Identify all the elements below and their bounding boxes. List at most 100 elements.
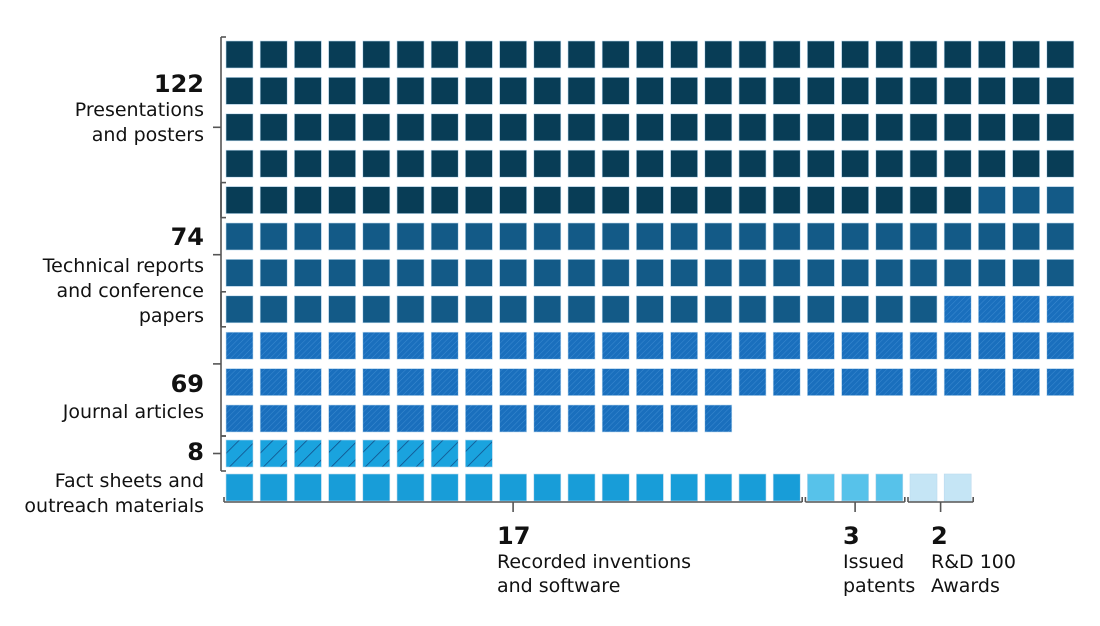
left-group-square-1 <box>259 222 288 251</box>
left-group-square-0 <box>294 149 322 178</box>
left-group-square-0 <box>807 186 835 214</box>
left-group-square-1 <box>328 222 356 251</box>
left-group-square-2 <box>738 331 767 360</box>
bottom-group-square-0 <box>533 473 562 502</box>
left-group-square-0 <box>772 113 801 142</box>
left-group-square-0 <box>396 77 425 105</box>
left-group-square-1 <box>499 259 527 287</box>
left-group-square-1 <box>978 186 1006 214</box>
left-group-square-1 <box>601 222 630 251</box>
left-group-square-1 <box>465 259 493 287</box>
left-group-square-2 <box>670 368 698 396</box>
left-group-square-1 <box>875 259 904 287</box>
left-group-square-2 <box>396 331 425 360</box>
left-group-square-2 <box>601 368 630 396</box>
left-group-square-2 <box>328 404 356 433</box>
left-group-square-3 <box>259 439 288 468</box>
left-group-square-0 <box>396 186 425 214</box>
left-group-square-0 <box>772 186 801 214</box>
left-group-square-1 <box>943 259 972 287</box>
left-group-square-2 <box>328 368 356 396</box>
left-group-square-2 <box>875 368 904 396</box>
bottom-group-square-0 <box>601 473 630 502</box>
left-group-square-0 <box>601 113 630 142</box>
bottom-group-square-1 <box>841 473 869 502</box>
brackets <box>213 36 975 512</box>
left-group-square-1 <box>841 259 869 287</box>
left-group-square-2 <box>499 404 527 433</box>
left-group-square-2 <box>670 331 698 360</box>
left-group-square-2 <box>978 295 1006 324</box>
left-group-square-0 <box>294 40 322 69</box>
left-group-square-1 <box>294 259 322 287</box>
left-group-square-2 <box>841 331 869 360</box>
left-group-square-0 <box>328 77 356 105</box>
left-group-square-2 <box>294 368 322 396</box>
left-group-square-2 <box>362 404 391 433</box>
bottom-group-square-2 <box>943 473 972 502</box>
bottom-group-square-1 <box>807 473 835 502</box>
left-group-square-2 <box>772 368 801 396</box>
left-group-square-0 <box>499 113 527 142</box>
left-group-square-0 <box>978 77 1006 105</box>
bottom-group-value-0: 17 <box>497 522 530 550</box>
left-group-square-1 <box>772 259 801 287</box>
left-group-square-2 <box>328 331 356 360</box>
left-group-square-1 <box>1046 222 1075 251</box>
left-group-square-0 <box>841 186 869 214</box>
left-group-square-0 <box>362 113 391 142</box>
left-group-square-0 <box>430 113 459 142</box>
left-group-square-0 <box>465 113 493 142</box>
left-group-square-2 <box>943 331 972 360</box>
left-group-square-2 <box>943 368 972 396</box>
left-group-square-1 <box>807 222 835 251</box>
left-group-square-0 <box>567 40 596 69</box>
left-group-value-2: 69 <box>171 370 204 398</box>
left-group-square-2 <box>807 368 835 396</box>
left-group-square-1 <box>841 295 869 324</box>
left-group-square-0 <box>841 40 869 69</box>
bottom-group-square-0 <box>362 473 391 502</box>
left-group-value-0: 122 <box>154 70 204 98</box>
left-group-square-2 <box>499 368 527 396</box>
left-group-square-0 <box>328 40 356 69</box>
bottom-group-square-0 <box>738 473 767 502</box>
left-group-square-1 <box>294 222 322 251</box>
bottom-group-square-2 <box>909 473 938 502</box>
left-group-square-1 <box>1012 222 1040 251</box>
left-group-square-2 <box>704 368 733 396</box>
left-group-square-0 <box>1012 40 1040 69</box>
left-group-square-2 <box>533 404 562 433</box>
left-group-square-0 <box>396 40 425 69</box>
left-group-square-2 <box>362 331 391 360</box>
left-group-square-3 <box>396 439 425 468</box>
left-group-square-2 <box>225 404 254 433</box>
left-group-square-0 <box>875 77 904 105</box>
left-group-square-1 <box>328 295 356 324</box>
left-group-square-0 <box>636 149 664 178</box>
left-group-square-2 <box>841 368 869 396</box>
left-group-square-0 <box>499 149 527 178</box>
left-group-square-1 <box>772 295 801 324</box>
left-group-square-1 <box>465 222 493 251</box>
left-group-square-2 <box>430 368 459 396</box>
left-group-label-3-1: outreach materials <box>24 495 204 517</box>
left-group-square-0 <box>465 77 493 105</box>
left-group-square-0 <box>362 149 391 178</box>
left-group-square-0 <box>533 186 562 214</box>
left-group-square-0 <box>294 77 322 105</box>
left-group-square-1 <box>533 222 562 251</box>
left-group-square-0 <box>533 77 562 105</box>
bottom-group-square-0 <box>670 473 698 502</box>
left-group-square-0 <box>704 77 733 105</box>
left-group-square-2 <box>704 404 733 433</box>
left-group-square-2 <box>430 331 459 360</box>
left-group-square-2 <box>875 331 904 360</box>
left-group-square-0 <box>978 149 1006 178</box>
left-group-square-1 <box>294 295 322 324</box>
left-group-square-0 <box>841 77 869 105</box>
left-group-square-0 <box>225 77 254 105</box>
left-group-square-0 <box>225 113 254 142</box>
left-group-square-1 <box>875 295 904 324</box>
